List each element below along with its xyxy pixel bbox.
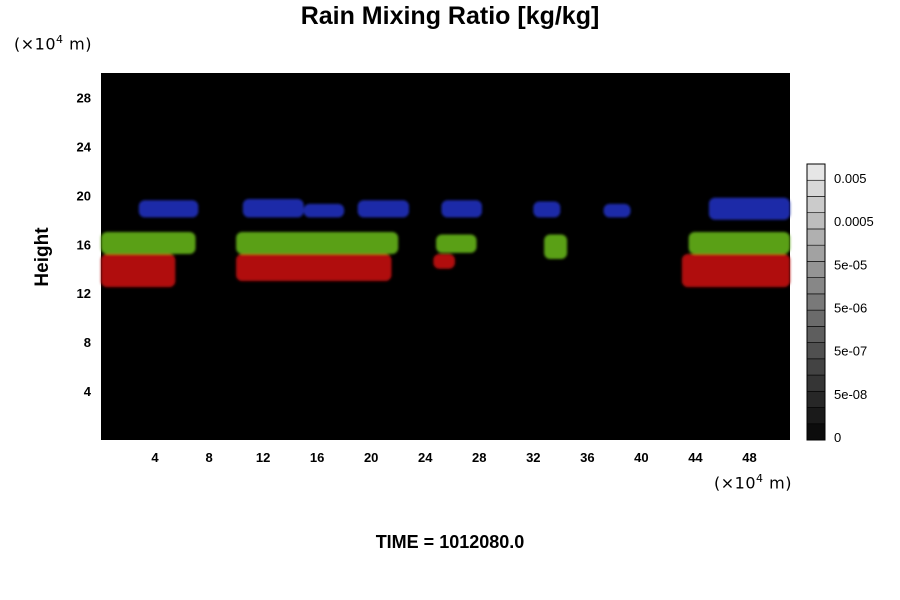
- colorbar-label: 0.005: [834, 171, 867, 186]
- y-tick-label: 28: [77, 90, 91, 105]
- rain-feature-upper: [708, 197, 790, 220]
- rain-feature-upper: [357, 200, 410, 218]
- x-axis-unit: (×104 m): [714, 472, 792, 493]
- x-tick-label: 8: [205, 450, 212, 465]
- colorbar-segment: [806, 374, 826, 392]
- colorbar-label: 0: [834, 430, 841, 445]
- colorbar-segment: [806, 309, 826, 327]
- y-axis-unit: (×104 m): [14, 33, 92, 54]
- y-tick-label: 16: [77, 237, 91, 252]
- colorbar-segment: [806, 423, 826, 441]
- colorbar-segment: [806, 261, 826, 278]
- colorbar-segment: [806, 293, 826, 311]
- rain-feature-lower: [101, 254, 176, 288]
- rain-feature-upper: [441, 200, 482, 218]
- colorbar-segment: [806, 358, 826, 376]
- x-tick-label: 36: [580, 450, 594, 465]
- colorbar-segment: [806, 390, 826, 408]
- x-tick-label: 32: [526, 450, 540, 465]
- chart-title: Rain Mixing Ratio [kg/kg]: [300, 2, 600, 30]
- y-tick-label: 24: [77, 139, 92, 154]
- x-tick-label: 24: [418, 450, 433, 465]
- rain-feature-upper: [138, 200, 199, 218]
- colorbar-label: 5e-07: [834, 344, 867, 359]
- colorbar-segment: [806, 196, 826, 214]
- colorbar-segment: [806, 163, 826, 181]
- colorbar-label: 5e-06: [834, 301, 867, 316]
- rain-feature-lower: [681, 254, 790, 288]
- colorbar-label: 0.0005: [834, 214, 874, 229]
- rain-feature-upper: [603, 203, 631, 218]
- colorbar-segment: [806, 342, 826, 360]
- colorbar-segment: [806, 212, 826, 230]
- data-field: [101, 197, 790, 288]
- rain-feature-lower: [433, 254, 455, 269]
- rain-feature-upper: [242, 199, 304, 218]
- colorbar-segment: [806, 326, 826, 343]
- rain-feature-middle: [236, 232, 399, 255]
- x-tick-label: 40: [634, 450, 648, 465]
- time-label: TIME = 1012080.0: [375, 532, 525, 552]
- colorbar: 0.005 0.0005 5e-05 5e-06 5e-07 5e-08 0: [806, 163, 874, 445]
- x-tick-label: 28: [472, 450, 486, 465]
- x-axis-ticks: 4 8 12 16 20 24 28 32 36 40 44 48: [151, 450, 756, 465]
- y-tick-label: 12: [77, 286, 91, 301]
- rain-feature-upper: [303, 203, 345, 218]
- y-tick-label: 20: [77, 188, 91, 203]
- x-tick-label: 12: [256, 450, 270, 465]
- rain-feature-middle: [101, 232, 196, 255]
- y-tick-label: 8: [84, 335, 91, 350]
- colorbar-label: 5e-08: [834, 387, 867, 402]
- rain-feature-middle: [688, 232, 790, 255]
- y-tick-label: 4: [84, 384, 92, 399]
- colorbar-label: 5e-05: [834, 257, 867, 272]
- colorbar-segment: [806, 179, 826, 197]
- x-tick-label: 44: [688, 450, 703, 465]
- colorbar-frame: [806, 163, 826, 441]
- x-tick-label: 48: [742, 450, 756, 465]
- x-tick-label: 20: [364, 450, 378, 465]
- colorbar-segment: [806, 407, 826, 425]
- rain-feature-lower: [236, 254, 392, 281]
- colorbar-segment: [806, 277, 826, 295]
- rain-feature-middle: [544, 234, 568, 259]
- rain-feature-middle: [436, 234, 477, 253]
- x-tick-label: 4: [151, 450, 159, 465]
- colorbar-segment: [806, 228, 826, 246]
- y-axis-ticks: 4 8 12 16 20 24 28: [77, 90, 92, 399]
- rain-feature-upper: [533, 201, 561, 218]
- colorbar-segment: [806, 244, 826, 262]
- x-tick-label: 16: [310, 450, 324, 465]
